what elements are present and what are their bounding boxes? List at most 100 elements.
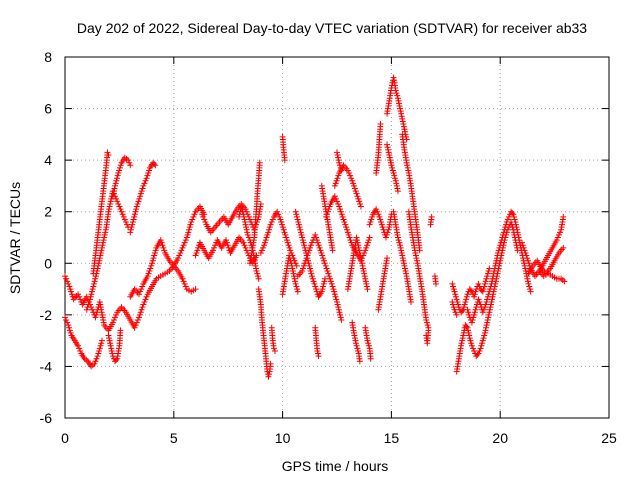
data-point	[90, 280, 97, 287]
data-point	[482, 278, 489, 285]
data-point	[68, 288, 75, 295]
data-point	[382, 234, 389, 241]
data-point	[557, 229, 564, 236]
y-tick-label: -4	[40, 358, 53, 374]
data-point	[300, 262, 307, 269]
data-point	[313, 234, 320, 241]
data-point	[281, 229, 288, 236]
data-point	[469, 317, 476, 324]
x-tick-label: 5	[170, 430, 178, 446]
data-point	[178, 247, 185, 254]
data-point	[286, 244, 293, 251]
data-point	[112, 182, 119, 189]
data-point	[485, 291, 492, 298]
data-point	[475, 350, 482, 357]
data-point	[77, 296, 84, 303]
data-point	[384, 141, 391, 148]
data-point	[261, 242, 268, 249]
data-point	[351, 332, 358, 339]
data-point	[322, 262, 329, 269]
data-point	[366, 234, 373, 241]
data-point	[188, 219, 195, 226]
data-point	[459, 335, 466, 342]
data-point	[127, 229, 134, 236]
data-point	[561, 278, 568, 285]
data-point	[102, 229, 109, 236]
data-point	[334, 198, 340, 205]
data-point	[326, 273, 333, 280]
data-point	[468, 342, 475, 349]
data-point	[141, 298, 148, 305]
data-point	[134, 200, 141, 207]
data-point	[64, 278, 71, 285]
data-point	[487, 304, 494, 311]
data-point	[151, 252, 158, 259]
data-point	[307, 268, 314, 275]
data-point	[505, 213, 512, 220]
data-point	[140, 182, 147, 189]
data-point	[115, 170, 122, 177]
data-point	[94, 353, 101, 360]
data-point	[98, 247, 105, 254]
data-point	[97, 342, 104, 349]
data-point	[475, 296, 482, 303]
data-point	[332, 293, 339, 300]
data-point	[105, 208, 112, 215]
data-point	[465, 309, 472, 316]
data-point	[484, 273, 491, 280]
data-point	[336, 162, 343, 169]
y-axis-label: SDTVAR / TECUs	[7, 182, 23, 294]
data-point	[295, 221, 302, 228]
data-point	[394, 185, 401, 192]
data-point	[126, 159, 133, 166]
data-point	[254, 270, 261, 277]
data-point	[114, 175, 121, 182]
data-point	[83, 306, 90, 313]
data-point	[363, 244, 370, 251]
data-point	[357, 203, 364, 210]
data-point	[131, 213, 138, 220]
data-point	[192, 252, 199, 259]
data-point	[450, 304, 457, 311]
data-point	[483, 298, 490, 305]
data-point	[500, 229, 507, 236]
data-point	[307, 242, 314, 249]
data-point	[524, 278, 531, 285]
data-point	[89, 286, 96, 293]
data-point	[139, 185, 146, 192]
data-point	[321, 260, 328, 267]
data-point	[480, 306, 487, 313]
data-point	[374, 208, 381, 215]
data-point	[362, 247, 369, 254]
data-point	[64, 319, 71, 326]
data-point	[495, 249, 502, 256]
data-point	[297, 226, 304, 233]
data-point	[400, 121, 407, 128]
data-point	[344, 229, 351, 236]
data-point	[134, 317, 141, 324]
data-point	[384, 255, 391, 262]
data-point	[423, 319, 430, 326]
data-point	[133, 206, 140, 213]
data-point	[106, 203, 113, 210]
data-point	[266, 371, 272, 378]
data-point	[140, 301, 147, 308]
y-tick-label: 4	[44, 152, 52, 168]
data-point	[367, 355, 374, 362]
data-point	[76, 293, 83, 300]
data-point	[100, 239, 107, 246]
data-point	[525, 257, 532, 264]
data-point	[242, 244, 249, 251]
data-point	[402, 268, 409, 275]
data-point	[503, 219, 510, 226]
data-point	[128, 224, 135, 231]
data-point	[521, 247, 528, 254]
data-point	[515, 231, 522, 238]
data-point	[125, 157, 132, 164]
data-point	[313, 237, 320, 244]
data-point	[98, 244, 105, 251]
data-point	[334, 151, 341, 158]
data-point	[331, 193, 338, 200]
data-point	[189, 216, 196, 223]
data-point	[306, 262, 313, 269]
